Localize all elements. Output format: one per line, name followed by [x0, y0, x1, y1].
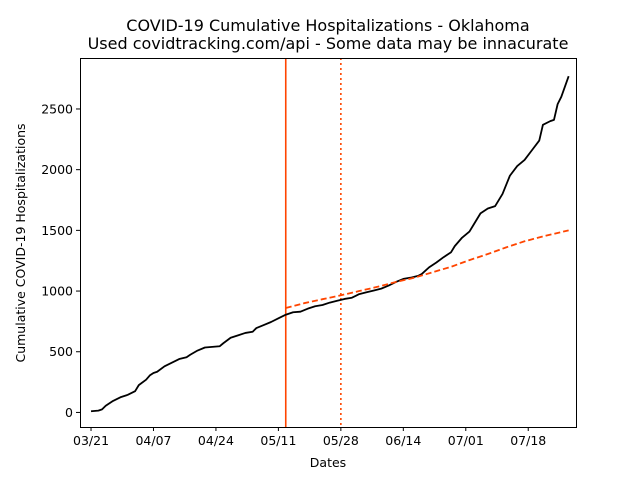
series-line-2: [285, 229, 569, 309]
y-tick-label: 1000: [41, 284, 73, 299]
x-tick-label: 07/01: [448, 433, 484, 448]
y-tick-label: 500: [49, 344, 73, 359]
y-axis: 0 500 1000 1500 2000 2500: [41, 101, 80, 420]
x-tick-label: 04/24: [198, 433, 234, 448]
y-tick-label: 2500: [41, 101, 73, 116]
x-tick-label: 05/11: [260, 433, 296, 448]
y-axis-label: Cumulative COVID-19 Hospitalizations: [13, 123, 28, 362]
x-tick-label: 05/28: [323, 433, 359, 448]
plot-frame: [80, 58, 577, 428]
x-axis: 03/21 04/07 04/24 05/11 05/28 06/14 07/01 07/18: [73, 427, 546, 448]
chart-subtitle: Used covidtracking.com/api - Some data m…: [88, 34, 569, 53]
x-axis-label: Dates: [310, 455, 346, 470]
x-tick-label: 03/21: [73, 433, 109, 448]
y-tick-label: 0: [65, 405, 73, 420]
x-tick-label: 07/18: [510, 433, 546, 448]
y-tick-label: 1500: [41, 223, 73, 238]
x-tick-label: 04/07: [135, 433, 171, 448]
x-tick-label: 06/14: [385, 433, 421, 448]
series-line-1: [90, 75, 570, 413]
y-tick-label: 2000: [41, 162, 73, 177]
chart-title: COVID-19 Cumulative Hospitalizations - O…: [126, 16, 529, 35]
